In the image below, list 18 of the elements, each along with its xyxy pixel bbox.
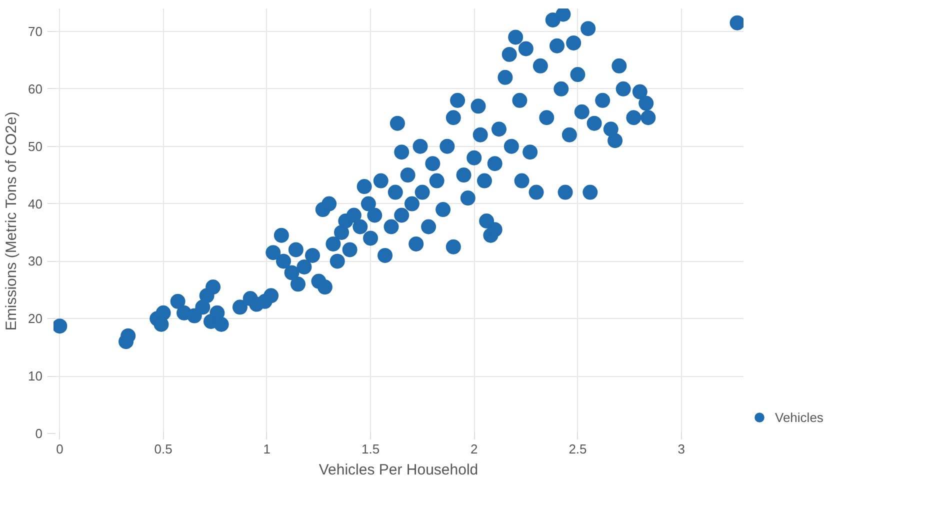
x-axis-title: Vehicles Per Household <box>318 462 478 478</box>
y-tick-label: 70 <box>28 24 43 39</box>
y-tick-label: 20 <box>28 311 43 326</box>
y-tick-label: 10 <box>28 368 43 384</box>
y-tick-label: 50 <box>28 138 43 154</box>
x-tick-label: 2 <box>470 442 478 456</box>
x-tick-label: 1.5 <box>361 442 380 456</box>
y-tick-label: 40 <box>28 196 43 212</box>
x-tick-label: 0 <box>56 442 64 456</box>
x-tick-label: 1 <box>263 442 271 456</box>
y-tick-label: 30 <box>28 254 43 269</box>
x-tick-label: 2.5 <box>568 442 587 456</box>
legend-label: Vehicles <box>775 410 824 424</box>
x-tick-label: 3 <box>678 442 685 456</box>
x-tick-label: 0.5 <box>154 442 172 456</box>
y-axis-title: Emissions (Metric Tons of CO2e) <box>3 112 20 331</box>
y-tick-label: 0 <box>35 426 43 441</box>
y-tick-label: 60 <box>28 81 43 96</box>
